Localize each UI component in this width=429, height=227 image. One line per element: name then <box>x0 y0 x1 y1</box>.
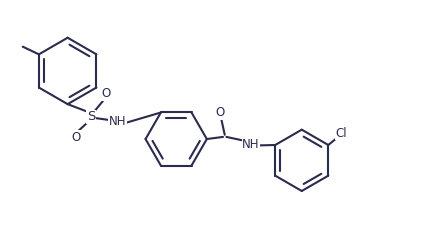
Text: NH: NH <box>109 115 126 128</box>
Text: NH: NH <box>242 138 260 151</box>
Text: O: O <box>216 106 225 119</box>
Text: O: O <box>101 87 111 100</box>
Text: Cl: Cl <box>335 127 347 140</box>
Text: S: S <box>87 110 95 123</box>
Text: O: O <box>72 131 81 144</box>
